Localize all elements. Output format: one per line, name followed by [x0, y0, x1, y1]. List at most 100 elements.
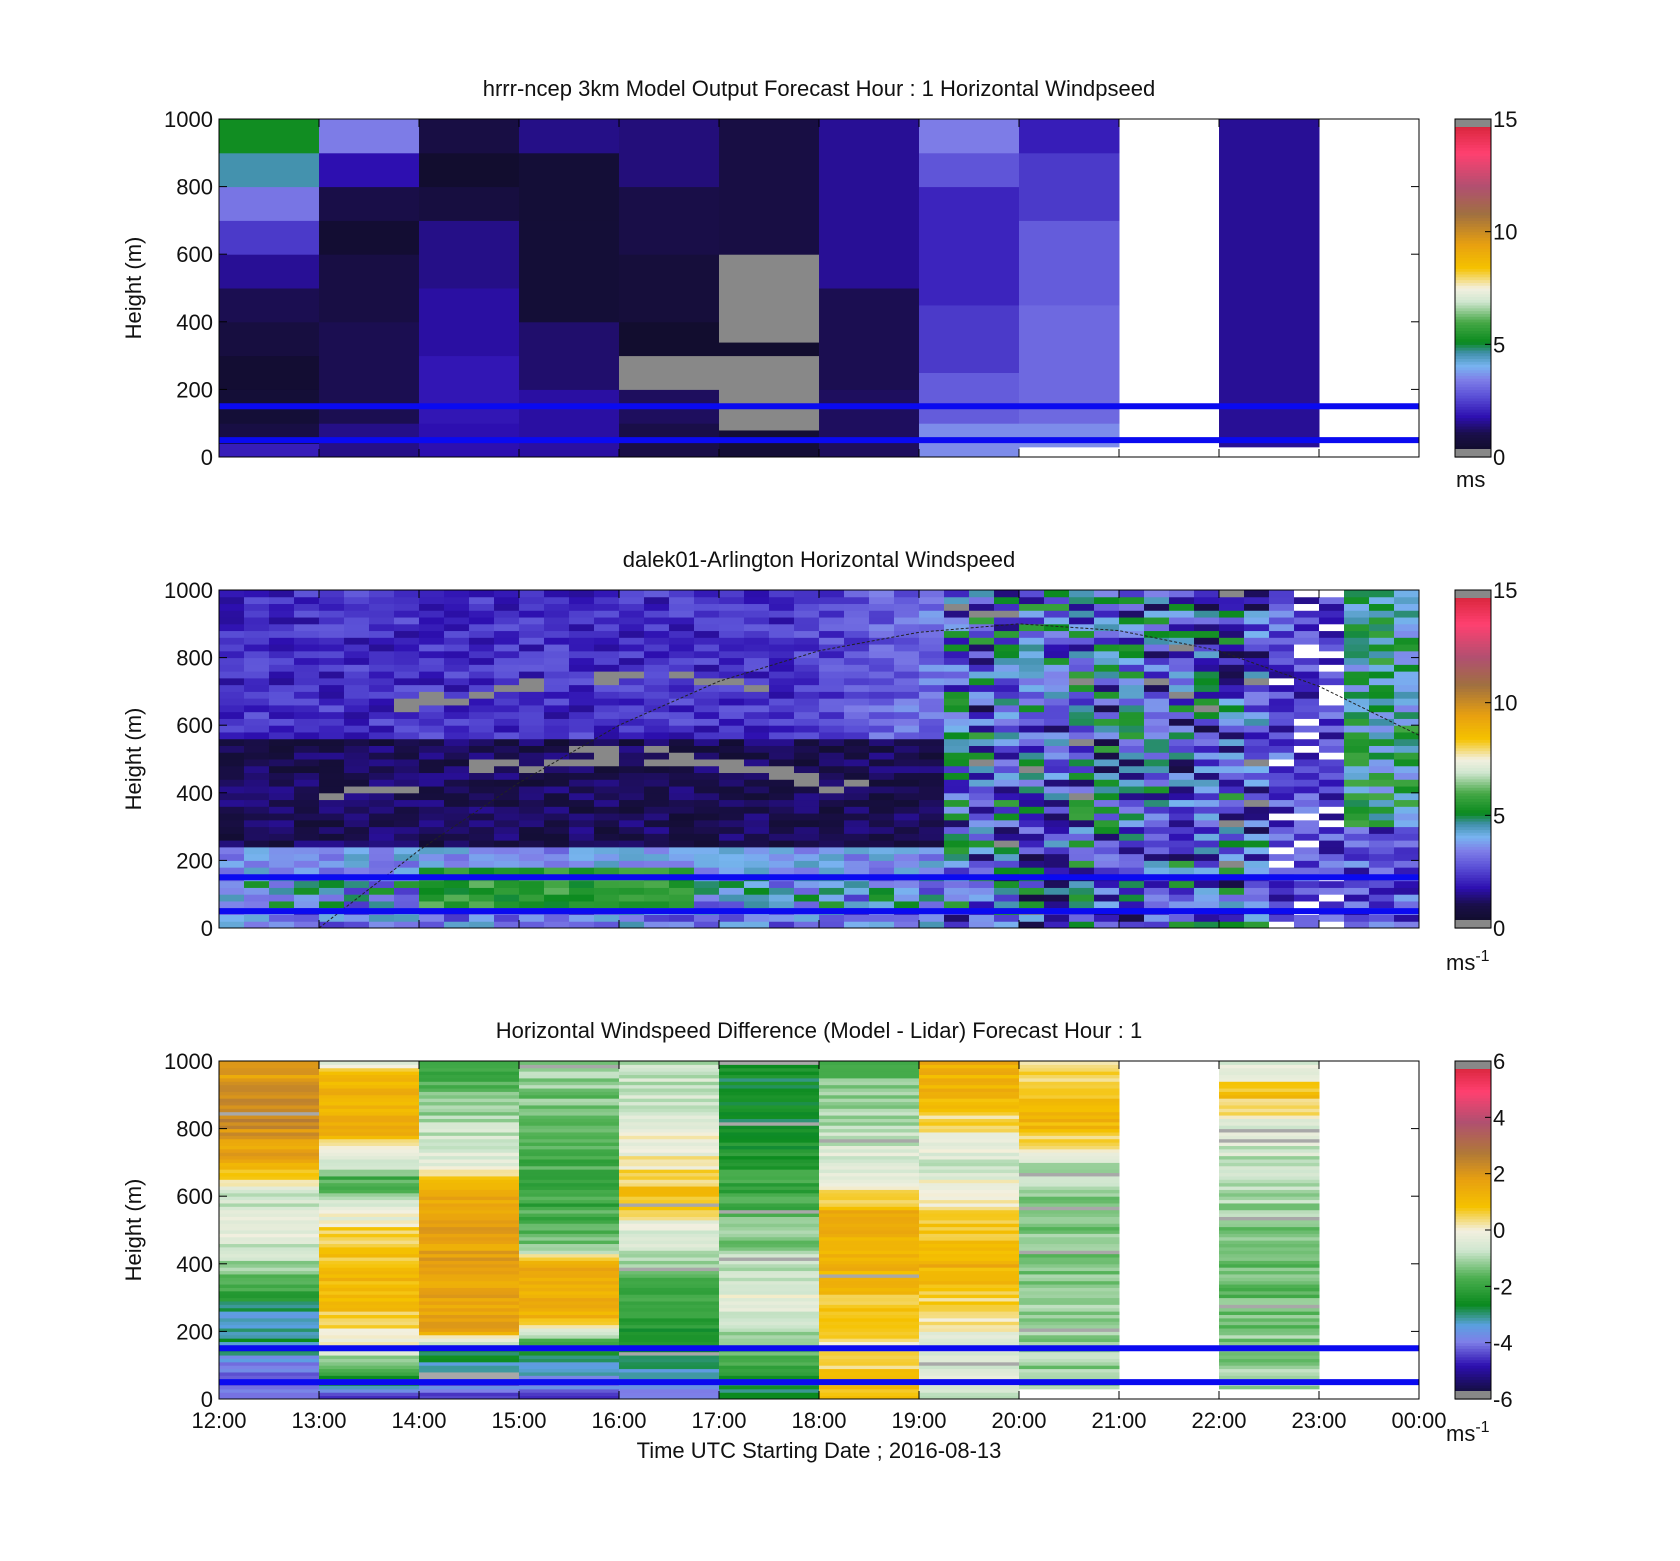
lidar-cell [444, 792, 470, 801]
lidar-cell [944, 786, 970, 794]
lidar-cell [1094, 833, 1120, 841]
difference-cell [219, 1300, 320, 1305]
lidar-cell [544, 698, 570, 706]
lidar-cell [1219, 610, 1245, 618]
lidar-cell [1244, 657, 1270, 665]
difference-cell [819, 1223, 920, 1228]
colorbar-segment [1455, 660, 1491, 664]
lidar-cell [969, 664, 995, 672]
difference-cell [919, 1351, 1020, 1356]
difference-cell [519, 1314, 620, 1319]
difference-cell [319, 1294, 420, 1299]
lidar-cell [819, 630, 845, 638]
lidar-cell [394, 880, 420, 888]
difference-cell [719, 1061, 820, 1065]
difference-cell [219, 1385, 320, 1390]
difference-cell [219, 1172, 320, 1177]
lidar-cell [1219, 900, 1245, 909]
lidar-cell [919, 745, 945, 753]
colorbar-segment [1455, 877, 1491, 881]
lidar-cell [569, 738, 595, 746]
colorbar-segment [1455, 1244, 1491, 1248]
lidar-cell [1044, 603, 1070, 611]
lidar-cell [494, 745, 520, 753]
difference-cell [319, 1395, 420, 1399]
difference-cell [819, 1311, 920, 1315]
lidar-cell [1144, 806, 1170, 814]
lidar-cell [519, 617, 545, 625]
lidar-cell [1069, 765, 1095, 774]
lidar-cell [319, 718, 345, 726]
colorbar-segment [1455, 818, 1491, 822]
lidar-cell [519, 779, 545, 787]
lidar-cell [694, 610, 720, 618]
lidar-cell [669, 617, 695, 625]
difference-cell [619, 1328, 720, 1332]
lidar-cell [844, 833, 870, 841]
colorbar-segment [1455, 1182, 1491, 1186]
difference-cell [219, 1341, 320, 1346]
lidar-cell [419, 833, 445, 841]
lidar-cell [1319, 650, 1345, 659]
lidar-cell [619, 900, 645, 909]
difference-cell [919, 1219, 1020, 1224]
lidar-cell [569, 806, 595, 814]
lidar-cell [619, 826, 645, 834]
difference-cell [219, 1074, 320, 1079]
difference-cell [1219, 1209, 1320, 1214]
lidar-cell [219, 779, 245, 787]
lidar-cell [969, 704, 995, 713]
lidar-cell [1019, 623, 1045, 632]
lidar-cell [644, 813, 670, 821]
lidar-cell [244, 860, 270, 868]
colorbar-segment [1455, 1184, 1491, 1189]
lidar-cell [1069, 840, 1095, 848]
lidar-cell [644, 846, 670, 855]
lidar-cell [444, 759, 470, 767]
lidar-cell [994, 799, 1020, 807]
difference-cell [619, 1280, 720, 1285]
difference-cell [519, 1368, 620, 1373]
lidar-cell [694, 664, 720, 672]
lidar-cell [669, 637, 695, 645]
lidar-cell [269, 779, 295, 787]
lidar-cell [1069, 806, 1095, 814]
lidar-cell [894, 792, 920, 801]
lidar-cell [1394, 900, 1419, 909]
difference-cell [219, 1213, 320, 1217]
difference-cell [1219, 1199, 1320, 1204]
difference-cell [519, 1236, 620, 1241]
lidar-cell [544, 650, 570, 659]
difference-cell [1219, 1297, 1320, 1302]
lidar-cell [644, 745, 670, 753]
lidar-cell [219, 914, 245, 922]
colorbar-segment [1455, 730, 1491, 735]
lidar-cell [544, 731, 570, 740]
model-cell [1019, 152, 1120, 221]
lidar-cell [744, 731, 770, 740]
lidar-cell [1294, 921, 1320, 928]
difference-cell [819, 1108, 920, 1113]
lidar-cell [1194, 657, 1220, 665]
lidar-cell [494, 826, 520, 834]
difference-cell [719, 1091, 820, 1096]
lidar-cell [669, 799, 695, 807]
lidar-cell [1319, 725, 1345, 733]
lidar-cell [219, 596, 245, 605]
lidar-cell [369, 590, 395, 598]
lidar-cell [919, 772, 945, 780]
lidar-cell [1069, 596, 1095, 605]
lidar-cell [869, 644, 895, 652]
colorbar-segment [1455, 318, 1491, 323]
colorbar-segment [1455, 671, 1491, 676]
model-cell [1219, 119, 1320, 448]
difference-cell [819, 1236, 920, 1241]
lidar-cell [844, 590, 870, 598]
lidar-cell [1344, 853, 1370, 861]
difference-cell [919, 1257, 1020, 1261]
difference-cell [319, 1230, 420, 1234]
lidar-cell [1144, 637, 1170, 645]
lidar-cell [1394, 711, 1419, 719]
lidar-cell [244, 867, 270, 875]
